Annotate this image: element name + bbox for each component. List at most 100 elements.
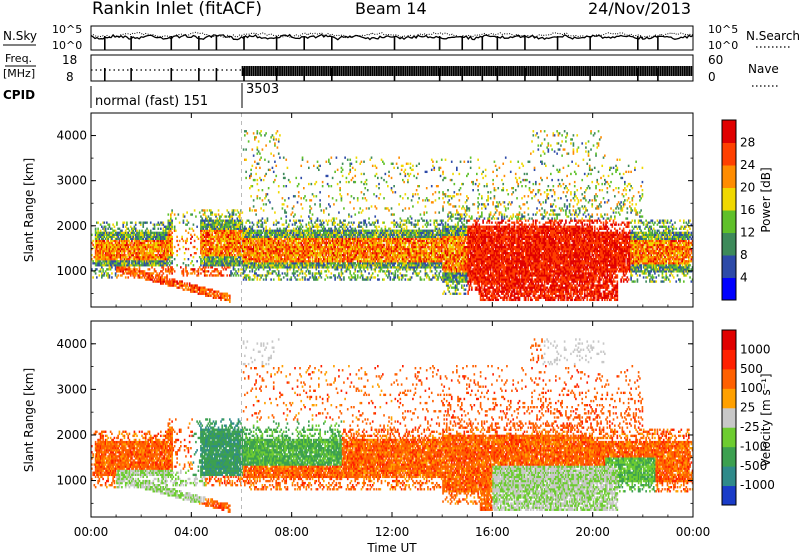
range-time-cell <box>249 278 251 280</box>
range-time-cell <box>319 203 321 205</box>
range-time-cell <box>274 240 276 242</box>
range-time-cell <box>306 224 308 226</box>
range-time-cell <box>171 224 173 226</box>
range-time-cell <box>346 270 348 272</box>
range-time-cell <box>171 211 173 213</box>
range-time-cell <box>130 258 132 260</box>
range-time-cell <box>129 262 131 264</box>
range-time-cell <box>349 171 351 173</box>
range-time-cell <box>343 207 345 209</box>
range-time-cell <box>307 266 309 268</box>
range-time-cell <box>309 211 311 213</box>
range-time-cell <box>198 270 200 272</box>
range-time-cell <box>245 159 247 161</box>
range-time-cell <box>328 185 330 187</box>
range-time-cell <box>147 242 149 244</box>
range-time-cell <box>186 270 188 272</box>
range-time-cell <box>224 297 226 299</box>
range-time-cell <box>356 161 358 163</box>
range-time-cell <box>209 232 211 234</box>
range-time-cell <box>208 270 210 272</box>
range-time-cell <box>130 234 132 236</box>
range-time-cell <box>196 260 198 262</box>
range-time-cell <box>176 280 178 282</box>
range-time-cell <box>356 157 358 159</box>
range-time-cell <box>267 234 269 236</box>
range-time-cell <box>151 278 153 280</box>
range-time-cell <box>144 242 146 244</box>
range-time-cell <box>289 220 291 222</box>
range-time-cell <box>127 232 129 234</box>
range-time-cell <box>171 270 173 272</box>
range-time-cell <box>169 260 171 262</box>
range-time-cell <box>327 264 329 266</box>
range-time-cell <box>185 266 187 268</box>
range-time-cell <box>356 254 358 256</box>
range-time-cell <box>283 276 285 278</box>
range-time-cell <box>254 138 256 140</box>
range-time-cell <box>171 250 173 252</box>
range-time-cell <box>248 140 250 142</box>
range-time-cell <box>263 268 265 270</box>
range-time-cell <box>308 215 310 217</box>
range-time-cell <box>287 272 289 274</box>
range-time-cell <box>254 276 256 278</box>
range-time-cell <box>351 252 353 254</box>
range-time-cell <box>105 270 107 272</box>
range-time-cell <box>337 183 339 185</box>
range-time-cell <box>342 175 344 177</box>
range-time-cell <box>344 228 346 230</box>
range-time-cell <box>233 266 235 268</box>
range-time-cell <box>260 234 262 236</box>
range-time-cell <box>257 195 259 197</box>
range-time-cell <box>176 250 178 252</box>
range-time-cell <box>318 240 320 242</box>
range-time-cell <box>144 236 146 238</box>
range-time-cell <box>338 274 340 276</box>
range-time-cell <box>203 228 205 230</box>
range-time-cell <box>332 250 334 252</box>
range-time-cell <box>287 278 289 280</box>
range-time-cell <box>358 258 360 260</box>
range-time-cell <box>104 222 106 224</box>
range-time-cell <box>136 268 138 270</box>
range-time-cell <box>213 242 215 244</box>
range-time-cell <box>170 230 172 232</box>
noise-left-tick-top: 10^5 <box>52 23 82 36</box>
range-time-cell <box>250 260 252 262</box>
range-time-cell <box>262 189 264 191</box>
range-time-cell <box>201 248 203 250</box>
range-time-cell <box>100 224 102 226</box>
range-time-cell <box>339 189 341 191</box>
range-time-cell <box>237 209 239 211</box>
range-time-cell <box>181 238 183 240</box>
range-time-cell <box>321 222 323 224</box>
range-time-cell <box>331 220 333 222</box>
range-time-cell <box>331 276 333 278</box>
range-time-cell <box>176 240 178 242</box>
range-time-cell <box>311 220 313 222</box>
range-time-cell <box>294 272 296 274</box>
range-time-cell <box>302 270 304 272</box>
range-time-cell <box>260 207 262 209</box>
range-time-cell <box>145 274 147 276</box>
range-time-cell <box>163 228 165 230</box>
range-time-cell <box>268 161 270 163</box>
range-time-cell <box>223 274 225 276</box>
range-time-cell <box>306 226 308 228</box>
range-time-cell <box>125 254 127 256</box>
range-time-cell <box>194 268 196 270</box>
range-time-cell <box>265 228 267 230</box>
range-time-cell <box>314 250 316 252</box>
range-time-cell <box>234 209 236 211</box>
range-time-cell <box>166 274 168 276</box>
range-time-cell <box>245 148 247 150</box>
range-time-cell <box>230 228 232 230</box>
range-time-cell <box>139 262 141 264</box>
range-time-cell <box>125 230 127 232</box>
range-time-cell <box>252 226 254 228</box>
range-time-cell <box>96 276 98 278</box>
range-time-cell <box>147 230 149 232</box>
range-time-cell <box>116 276 118 278</box>
range-time-cell <box>232 272 234 274</box>
